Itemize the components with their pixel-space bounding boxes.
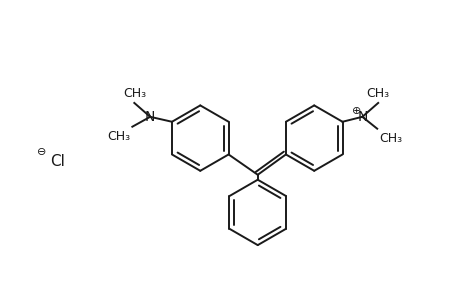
Text: Cl: Cl <box>50 154 64 169</box>
Text: CH₃: CH₃ <box>123 87 146 100</box>
Text: CH₃: CH₃ <box>366 87 389 100</box>
Text: N: N <box>145 110 155 124</box>
Text: ⊖: ⊖ <box>37 147 46 157</box>
Text: CH₃: CH₃ <box>378 132 402 145</box>
Text: N: N <box>356 110 367 124</box>
Text: ⊕: ⊕ <box>351 106 360 116</box>
Text: CH₃: CH₃ <box>107 130 130 143</box>
